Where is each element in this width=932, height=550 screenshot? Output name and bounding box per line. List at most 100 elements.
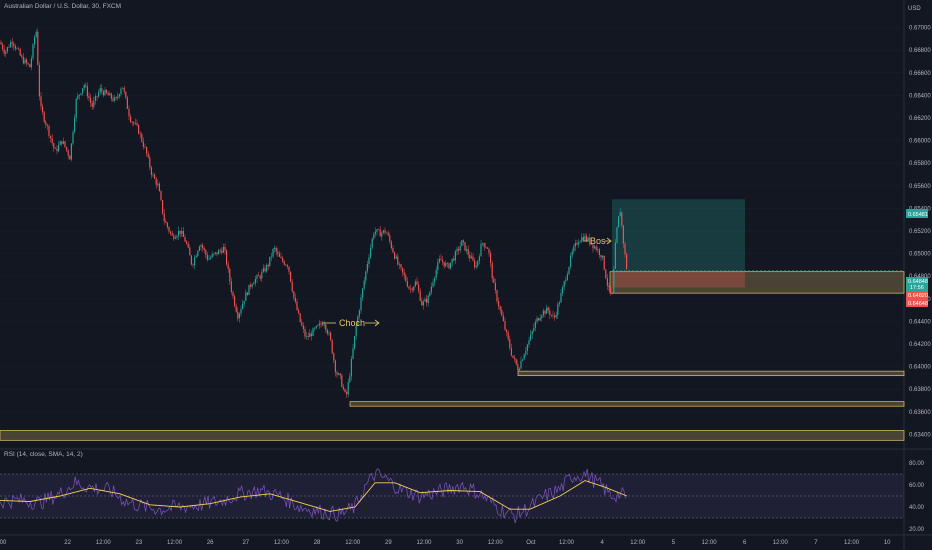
candle-up	[450, 262, 452, 269]
candle-up	[323, 324, 325, 326]
candle-up	[357, 316, 359, 326]
annotations[interactable]: Choch Bos	[322, 236, 612, 328]
candle-up	[6, 47, 8, 52]
candle-up	[93, 100, 95, 107]
candle-up	[366, 264, 368, 272]
candle-down	[544, 310, 546, 314]
candle-down	[472, 256, 474, 261]
candle-up	[619, 212, 621, 217]
candle-up	[318, 323, 320, 326]
candle-up	[480, 243, 482, 257]
candle-up	[536, 318, 538, 322]
candle-up	[70, 143, 72, 160]
candle-up	[618, 216, 620, 228]
time-tick-label: 29	[385, 540, 392, 546]
candle-up	[352, 348, 354, 359]
candle-down	[192, 264, 194, 266]
candle-up	[413, 286, 415, 291]
candle-up	[218, 250, 220, 255]
candle-down	[426, 299, 428, 303]
candle-down	[29, 64, 31, 68]
candle-down	[66, 146, 68, 151]
candle-up	[475, 266, 477, 268]
candle-up	[373, 234, 375, 239]
candle-up	[368, 257, 370, 265]
candle-up	[456, 248, 458, 252]
candle-down	[486, 247, 488, 249]
candle-up	[424, 299, 426, 302]
candle-up	[74, 117, 76, 132]
candle-down	[227, 264, 229, 269]
candle-up	[534, 321, 536, 328]
candle-up	[574, 242, 576, 247]
candle-up	[542, 310, 544, 316]
chart-title[interactable]: Australian Dollar / U.S. Dollar, 30, FXC…	[4, 3, 122, 10]
candle-up	[157, 183, 159, 185]
candle-up	[568, 266, 570, 275]
candle-down	[446, 263, 448, 264]
candle-down	[464, 241, 466, 251]
candle-down	[162, 200, 164, 214]
long-position-tool[interactable]	[612, 199, 904, 288]
candle-down	[45, 121, 47, 125]
candle-down	[582, 237, 584, 241]
candle-down	[221, 250, 223, 253]
time-tick-label: 5	[672, 540, 676, 546]
candle-down	[603, 255, 605, 270]
candle-down	[88, 96, 90, 99]
time-tick-label: Oct	[526, 540, 536, 546]
candle-down	[307, 336, 309, 337]
candle-up	[520, 360, 522, 369]
price-tick-label: 0.66000	[909, 139, 931, 145]
candle-up	[546, 307, 548, 314]
candle-up	[358, 310, 360, 317]
candle-down	[40, 96, 42, 107]
time-axis[interactable]: 00 22 12:00 23 12:00 26 27 12:00 28 12:00 29 12:00 3…	[0, 540, 891, 546]
choch-label: Choch	[339, 318, 365, 328]
price-tick-label: 0.65200	[909, 229, 931, 235]
candle-down	[501, 309, 503, 316]
price-tick-label: 0.64200	[909, 342, 931, 348]
candle-up	[597, 249, 599, 250]
candle-up	[314, 328, 316, 329]
bos-label: Bos	[590, 236, 606, 246]
candle-down	[138, 124, 140, 134]
price-tick-label: 0.64400	[909, 319, 931, 325]
candle-down	[418, 284, 420, 291]
candle-down	[405, 275, 407, 282]
candle-down	[224, 247, 226, 251]
candle-down	[421, 300, 423, 306]
time-tick-label: 12:00	[274, 540, 290, 546]
candle-down	[469, 254, 471, 259]
rsi-tick-label: 80.00	[909, 461, 925, 467]
zones	[0, 271, 905, 441]
candle-down	[51, 138, 53, 144]
candle-up	[523, 354, 525, 360]
time-tick-label: 12:00	[702, 540, 718, 546]
candle-down	[400, 264, 402, 268]
candle-up	[594, 246, 596, 249]
candle-down	[86, 86, 88, 97]
candle-down	[0, 42, 2, 45]
candle-down	[576, 242, 578, 245]
candle-down	[234, 296, 236, 306]
candle-down	[258, 275, 260, 277]
candle-up	[557, 304, 559, 315]
price-tick-label: 0.66800	[909, 48, 931, 54]
time-tick-label: 7	[814, 540, 818, 546]
candles	[0, 28, 628, 398]
candle-up	[435, 270, 437, 278]
candle-down	[467, 249, 469, 255]
candle-down	[389, 235, 391, 242]
candle-down	[102, 91, 104, 96]
rsi-legend[interactable]: RSI (14, close, SMA, 14, 2)	[4, 451, 83, 458]
candle-down	[146, 147, 148, 154]
candle-down	[85, 85, 87, 87]
candle-down	[8, 47, 10, 48]
candle-down	[133, 122, 135, 124]
price-axis[interactable]: USD 0.67000 0.66800 0.66600 0.66400 0.66200 0.…	[908, 6, 931, 533]
supply-demand-zone	[517, 370, 905, 377]
candle-down	[26, 59, 28, 64]
candle-up	[30, 58, 32, 68]
